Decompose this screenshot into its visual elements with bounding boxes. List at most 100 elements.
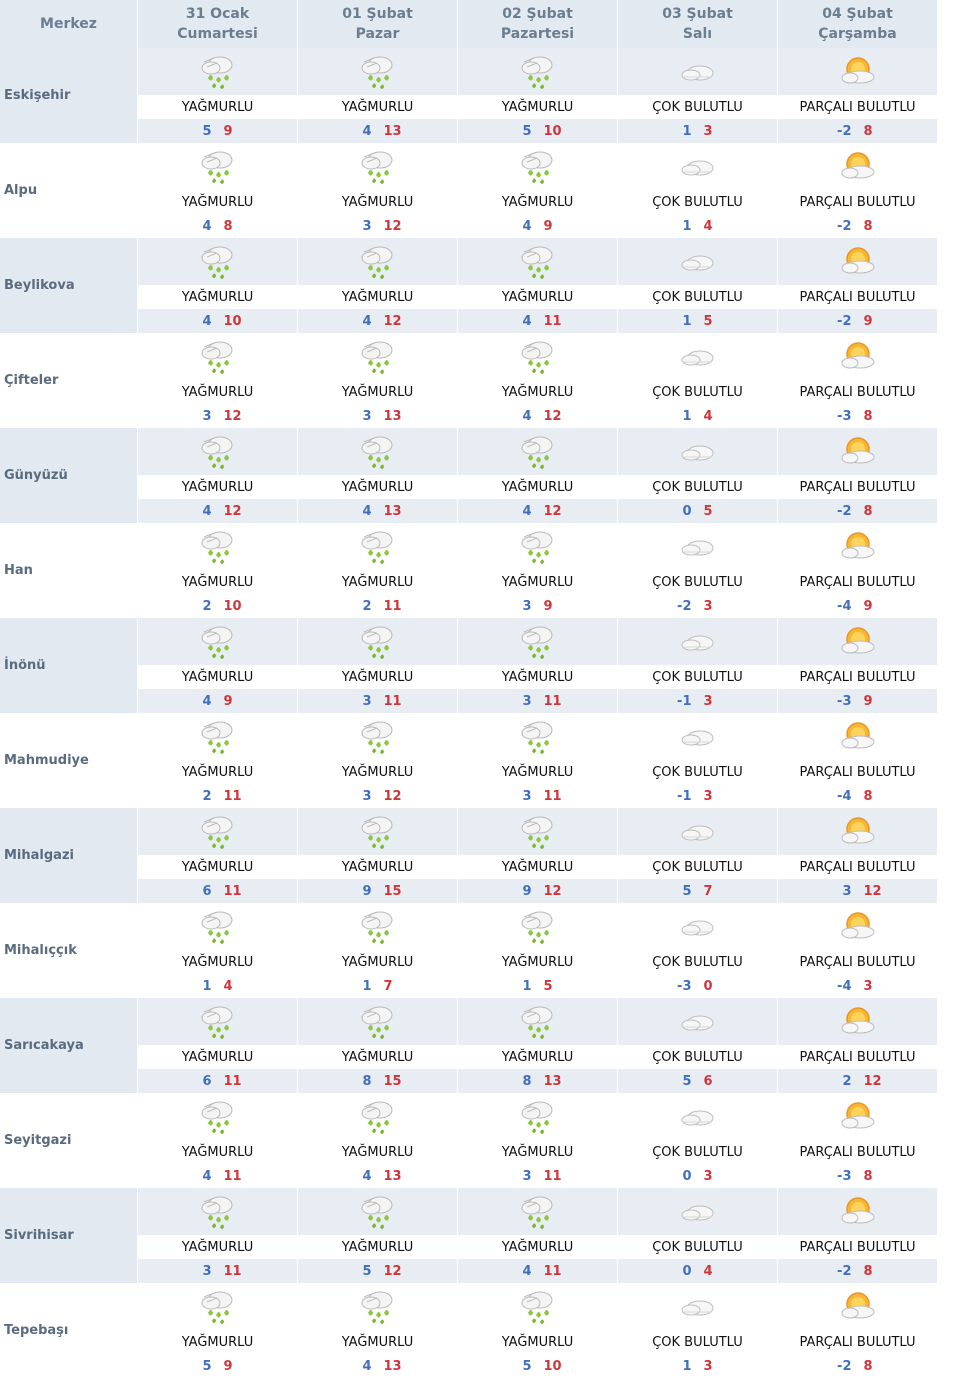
city-name[interactable]: Eskişehir (0, 48, 138, 143)
max-temperature: 11 (543, 693, 562, 709)
max-temperature: 15 (383, 1073, 402, 1089)
city-name[interactable]: Çifteler (0, 333, 138, 428)
cloud-icon (618, 1188, 777, 1235)
condition-label: YAĞMURLU (298, 190, 457, 214)
city-name[interactable]: Seyitgazi (0, 1093, 138, 1188)
forecast-cell: YAĞMURLU 4 11 (458, 1188, 618, 1283)
rain-cloud-icon (458, 1188, 617, 1235)
temperature-range: 2 11 (298, 594, 457, 618)
cloud-icon (618, 428, 777, 475)
rain-cloud-icon (298, 238, 457, 285)
rain-cloud-icon (138, 143, 297, 190)
cloud-icon (618, 713, 777, 760)
rain-cloud-icon (458, 48, 617, 95)
forecast-cell: PARÇALI BULUTLU -2 8 (778, 143, 938, 238)
min-temperature: 9 (362, 883, 372, 899)
max-temperature: 11 (383, 598, 402, 614)
table-row: Çifteler YAĞMURLU 3 12 YAĞMURLU 3 13 YAĞMURLU 4 1… (0, 333, 956, 428)
condition-label: YAĞMURLU (458, 760, 617, 784)
min-temperature: -3 (677, 978, 692, 994)
min-temperature: 2 (362, 598, 372, 614)
city-name[interactable]: Günyüzü (0, 428, 138, 523)
temperature-range: -2 8 (778, 1259, 937, 1283)
city-name[interactable]: Beylikova (0, 238, 138, 333)
max-temperature: 11 (223, 1168, 242, 1184)
max-temperature: 12 (223, 503, 242, 519)
table-row: Tepebaşı YAĞMURLU 5 9 YAĞMURLU 4 13 YAĞMURLU 5 10… (0, 1283, 956, 1378)
day-weekday: Pazartesi (500, 26, 575, 42)
city-name[interactable]: Mihalıççık (0, 903, 138, 998)
max-temperature: 9 (543, 598, 553, 614)
city-name[interactable]: Alpu (0, 143, 138, 238)
cloud-icon (618, 333, 777, 380)
forecast-cell: YAĞMURLU 9 15 (298, 808, 458, 903)
temperature-range: -2 8 (778, 499, 937, 523)
cloud-icon (618, 1093, 777, 1140)
condition-label: ÇOK BULUTLU (618, 190, 777, 214)
forecast-cell: ÇOK BULUTLU 1 4 (618, 143, 778, 238)
table-body: Eskişehir YAĞMURLU 5 9 YAĞMURLU 4 13 YAĞMURLU 5 1… (0, 48, 956, 1378)
cloud-icon (618, 1283, 777, 1330)
city-name[interactable]: İnönü (0, 618, 138, 713)
sun-cloud-icon (778, 618, 937, 665)
max-temperature: 8 (863, 1358, 873, 1374)
temperature-range: -3 0 (618, 974, 777, 998)
forecast-cell: PARÇALI BULUTLU -3 9 (778, 618, 938, 713)
forecast-cell: ÇOK BULUTLU -3 0 (618, 903, 778, 998)
condition-label: YAĞMURLU (138, 285, 297, 309)
cloud-icon (618, 48, 777, 95)
forecast-cell: YAĞMURLU 6 11 (138, 998, 298, 1093)
min-temperature: 3 (362, 693, 372, 709)
city-name[interactable]: Sivrihisar (0, 1188, 138, 1283)
rain-cloud-icon (138, 713, 297, 760)
max-temperature: 4 (703, 1263, 713, 1279)
cloud-icon (618, 618, 777, 665)
condition-label: ÇOK BULUTLU (618, 1330, 777, 1354)
max-temperature: 3 (703, 123, 713, 139)
city-name[interactable]: Sarıcakaya (0, 998, 138, 1093)
forecast-cell: YAĞMURLU 4 9 (138, 618, 298, 713)
rain-cloud-icon (138, 48, 297, 95)
forecast-cell: PARÇALI BULUTLU -4 9 (778, 523, 938, 618)
max-temperature: 10 (223, 598, 242, 614)
temperature-range: -2 8 (778, 1354, 937, 1378)
condition-label: ÇOK BULUTLU (618, 285, 777, 309)
city-name[interactable]: Mahmudiye (0, 713, 138, 808)
forecast-cell: PARÇALI BULUTLU 3 12 (778, 808, 938, 903)
condition-label: YAĞMURLU (298, 475, 457, 499)
forecast-cell: ÇOK BULUTLU 0 3 (618, 1093, 778, 1188)
rain-cloud-icon (138, 523, 297, 570)
min-temperature: 4 (202, 503, 212, 519)
condition-label: ÇOK BULUTLU (618, 380, 777, 404)
rain-cloud-icon (458, 1093, 617, 1140)
forecast-cell: YAĞMURLU 3 11 (138, 1188, 298, 1283)
day-weekday: Salı (682, 26, 713, 42)
min-temperature: 5 (202, 1358, 212, 1374)
max-temperature: 9 (863, 313, 873, 329)
max-temperature: 13 (383, 123, 402, 139)
city-name[interactable]: Mihalgazi (0, 808, 138, 903)
sun-cloud-icon (778, 998, 937, 1045)
max-temperature: 3 (703, 1358, 713, 1374)
city-name[interactable]: Han (0, 523, 138, 618)
condition-label: ÇOK BULUTLU (618, 1235, 777, 1259)
temperature-range: -2 8 (778, 119, 937, 143)
sun-cloud-icon (778, 428, 937, 475)
min-temperature: -1 (677, 693, 692, 709)
condition-label: YAĞMURLU (138, 1045, 297, 1069)
condition-label: YAĞMURLU (458, 95, 617, 119)
max-temperature: 12 (383, 788, 402, 804)
forecast-cell: YAĞMURLU 1 7 (298, 903, 458, 998)
sun-cloud-icon (778, 143, 937, 190)
max-temperature: 11 (543, 1263, 562, 1279)
min-temperature: 1 (682, 313, 692, 329)
min-temperature: 5 (522, 123, 532, 139)
forecast-cell: YAĞMURLU 4 12 (458, 428, 618, 523)
temperature-range: 6 11 (138, 1069, 297, 1093)
rain-cloud-icon (298, 713, 457, 760)
city-name[interactable]: Tepebaşı (0, 1283, 138, 1378)
min-temperature: 4 (202, 313, 212, 329)
